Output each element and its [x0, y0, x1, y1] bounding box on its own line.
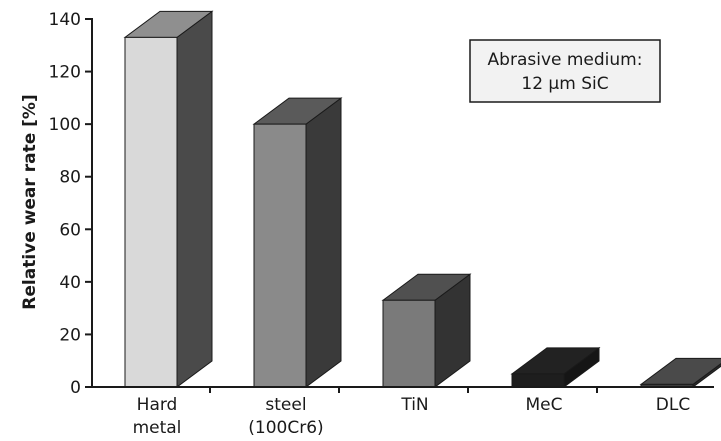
- y-tick-label: 80: [59, 168, 81, 188]
- x-category-label-line2: metal: [133, 418, 182, 438]
- y-tick-label: 60: [59, 220, 81, 240]
- bar-front-face: [382, 299, 436, 388]
- x-category-label: MeC: [526, 395, 563, 415]
- bar-4: [639, 357, 721, 388]
- annotation-frame: [469, 39, 661, 103]
- x-category-label: TiN: [400, 395, 428, 415]
- y-tick-label: 120: [49, 63, 81, 83]
- bar-1: [252, 97, 343, 388]
- bar-3: [510, 346, 601, 388]
- bars-layer: [123, 10, 721, 388]
- y-tick-label: 40: [59, 273, 81, 293]
- annotation-line-1: Abrasive medium:: [488, 50, 643, 70]
- x-category-label: DLC: [656, 395, 690, 415]
- annotation-box: Abrasive medium: 12 µm SiC: [469, 39, 661, 103]
- bar-0: [123, 10, 214, 388]
- y-axis: [91, 18, 714, 388]
- y-tick-label: 20: [59, 325, 81, 345]
- y-tick-label: 100: [49, 115, 81, 135]
- bar-front-face: [253, 123, 307, 388]
- x-category-label-line2: (100Cr6): [248, 418, 323, 438]
- y-tick-label: 0: [70, 378, 81, 398]
- x-category-label: Hard: [137, 395, 178, 415]
- bar-front-face: [124, 36, 178, 388]
- y-ticks: 0 20 40 60 80 100 120 140: [49, 10, 92, 398]
- y-axis-title: Relative wear rate [%]: [20, 94, 40, 309]
- bar-side-face: [176, 10, 213, 388]
- bar-front-face: [511, 373, 565, 388]
- bar-top-face: [639, 357, 721, 385]
- bar-side-face: [305, 97, 342, 388]
- x-category-label: steel: [265, 395, 306, 415]
- y-tick-label: 140: [49, 10, 81, 30]
- annotation-line-2: 12 µm SiC: [521, 74, 608, 94]
- bar-2: [381, 273, 472, 388]
- x-categories: Hard metal steel (100Cr6) TiN MeC DLC: [133, 387, 690, 438]
